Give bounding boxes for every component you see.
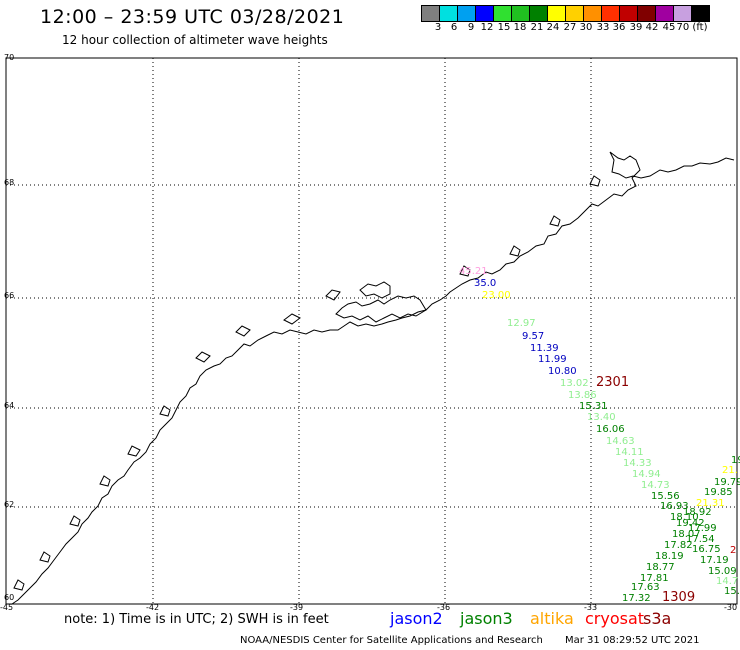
wave-height-value: 23.00 bbox=[482, 290, 511, 301]
wave-height-value: 21. bbox=[722, 465, 738, 476]
wave-height-value: 15. bbox=[724, 586, 740, 597]
wave-height-value: 14.33 bbox=[623, 458, 652, 469]
color-scale-label: 3 bbox=[434, 22, 442, 33]
legend-entry-cryosat: cryosat bbox=[585, 609, 645, 628]
color-scale-label: 36 bbox=[612, 22, 626, 33]
legend-entry-jason2: jason2 bbox=[390, 609, 443, 628]
wave-height-value: 17.54 bbox=[686, 534, 715, 545]
wave-height-value: 19.79 bbox=[714, 477, 740, 488]
wave-height-value: 17.81 bbox=[640, 573, 669, 584]
latitude-label: 60 bbox=[4, 593, 14, 602]
latitude-label: 66 bbox=[4, 291, 14, 300]
latitude-label: 62 bbox=[4, 500, 14, 509]
wave-height-value: 17.32 bbox=[622, 593, 651, 604]
pass-time-labels: 2301 1309 bbox=[596, 375, 695, 605]
wave-height-value: 13.86 bbox=[568, 390, 597, 401]
color-scale-label: 9 bbox=[467, 22, 475, 33]
credit-line: NOAA/NESDIS Center for Satellite Applica… bbox=[240, 635, 543, 646]
map-frame bbox=[5, 57, 738, 605]
wave-height-value: 13.02 bbox=[560, 378, 589, 389]
wave-height-value: 18.07 bbox=[672, 529, 701, 540]
wave-height-value: 18.10 bbox=[670, 512, 699, 523]
color-scale-label: 15 bbox=[497, 22, 511, 33]
wave-height-value: 16.06 bbox=[596, 424, 625, 435]
color-scale-label: 33 bbox=[596, 22, 610, 33]
legend-entry-jason3: jason3 bbox=[460, 609, 513, 628]
wave-height-value: 18.77 bbox=[646, 562, 675, 573]
wave-height-value: 15.09 bbox=[708, 566, 737, 577]
wave-height-value: 21.31 bbox=[696, 498, 725, 509]
wave-height-value: 13.40 bbox=[587, 412, 616, 423]
map-subtitle: 12 hour collection of altimeter wave hei… bbox=[62, 33, 328, 47]
wave-height-value: 9.57 bbox=[522, 331, 544, 342]
longitude-label: -42 bbox=[146, 603, 159, 612]
generated-timestamp: Mar 31 08:29:52 UTC 2021 bbox=[565, 635, 700, 646]
wave-height-value: 19.42 bbox=[676, 518, 705, 529]
wave-height-value: 11.39 bbox=[530, 343, 559, 354]
wave-height-value: 19 bbox=[731, 455, 740, 466]
graticule bbox=[6, 58, 737, 604]
color-scale-label: 21 bbox=[530, 22, 544, 33]
wave-height-value: 17.99 bbox=[688, 523, 717, 534]
legend-entry-altika: altika bbox=[530, 609, 574, 628]
longitude-labels: -45 -42 -39 -36 -33 -30 bbox=[0, 603, 737, 612]
color-scale-label: 42 bbox=[645, 22, 659, 33]
wave-height-value: 18.92 bbox=[683, 507, 712, 518]
wave-height-value: 11.99 bbox=[538, 354, 567, 365]
wave-height-value: 17.63 bbox=[631, 582, 660, 593]
coastline bbox=[11, 151, 735, 605]
latitude-label: 68 bbox=[4, 178, 14, 187]
wave-height-value: 14.63 bbox=[606, 436, 635, 447]
wave-height-value: 18.19 bbox=[655, 551, 684, 562]
color-scale-label: 18 bbox=[513, 22, 527, 33]
wave-height-value: 15.56 bbox=[651, 491, 680, 502]
pass-time-label: 2301 bbox=[596, 375, 629, 390]
pass-time-label: 1309 bbox=[662, 590, 695, 605]
color-scale-label: 45 bbox=[662, 22, 676, 33]
footnote: note: 1) Time is in UTC; 2) SWH is in fe… bbox=[64, 612, 329, 627]
wave-height-value: 16.75 bbox=[692, 544, 721, 555]
wave-height-value: 12.97 bbox=[507, 318, 536, 329]
longitude-label: -36 bbox=[437, 603, 450, 612]
wave-height-value: 14.11 bbox=[615, 447, 644, 458]
color-scale-labels: 3 6 9 12 15 18 21 24 27 30 33 36 39 42 45 70 (ft) bbox=[422, 22, 740, 36]
color-scale-label: 70 (ft) bbox=[676, 22, 708, 33]
wave-height-value: 10.80 bbox=[548, 366, 577, 377]
wave-height-value: 19.85 bbox=[704, 487, 733, 498]
wave-height-observations: 45.2135.023.0012.979.5711.3911.9910.8013… bbox=[459, 266, 740, 604]
longitude-label: -30 bbox=[724, 603, 737, 612]
color-scale-label: 6 bbox=[450, 22, 458, 33]
color-scale-label: 27 bbox=[563, 22, 577, 33]
color-scale bbox=[421, 5, 710, 22]
latitude-label: 64 bbox=[4, 401, 14, 410]
latitude-label: 70 bbox=[4, 53, 14, 62]
color-scale-label: 12 bbox=[480, 22, 494, 33]
color-scale-label: 30 bbox=[579, 22, 593, 33]
longitude-label: -33 bbox=[584, 603, 597, 612]
wave-height-value: 15.31 bbox=[579, 401, 608, 412]
wave-height-value: 2 bbox=[730, 545, 736, 556]
longitude-label: -39 bbox=[290, 603, 303, 612]
legend-entry-s3a: s3a bbox=[643, 609, 672, 628]
wave-height-value: 14.94 bbox=[632, 469, 661, 480]
color-scale-label: 24 bbox=[546, 22, 560, 33]
wave-height-value: 14.73 bbox=[641, 480, 670, 491]
wave-height-value: 14.7 bbox=[716, 576, 738, 587]
color-swatch bbox=[691, 5, 710, 22]
latitude-labels: 70 68 66 64 62 60 bbox=[4, 53, 14, 602]
wave-height-value: 45.21 bbox=[459, 266, 488, 277]
wave-height-value: 16.93 bbox=[660, 501, 689, 512]
map-title: 12:00 – 23:59 UTC 03/28/2021 bbox=[40, 6, 345, 28]
wave-height-value: 17.82 bbox=[664, 540, 693, 551]
color-scale-label: 39 bbox=[629, 22, 643, 33]
wave-height-value: 35.0 bbox=[474, 278, 496, 289]
wave-height-value: 17.19 bbox=[700, 555, 729, 566]
longitude-label: -45 bbox=[0, 603, 13, 612]
